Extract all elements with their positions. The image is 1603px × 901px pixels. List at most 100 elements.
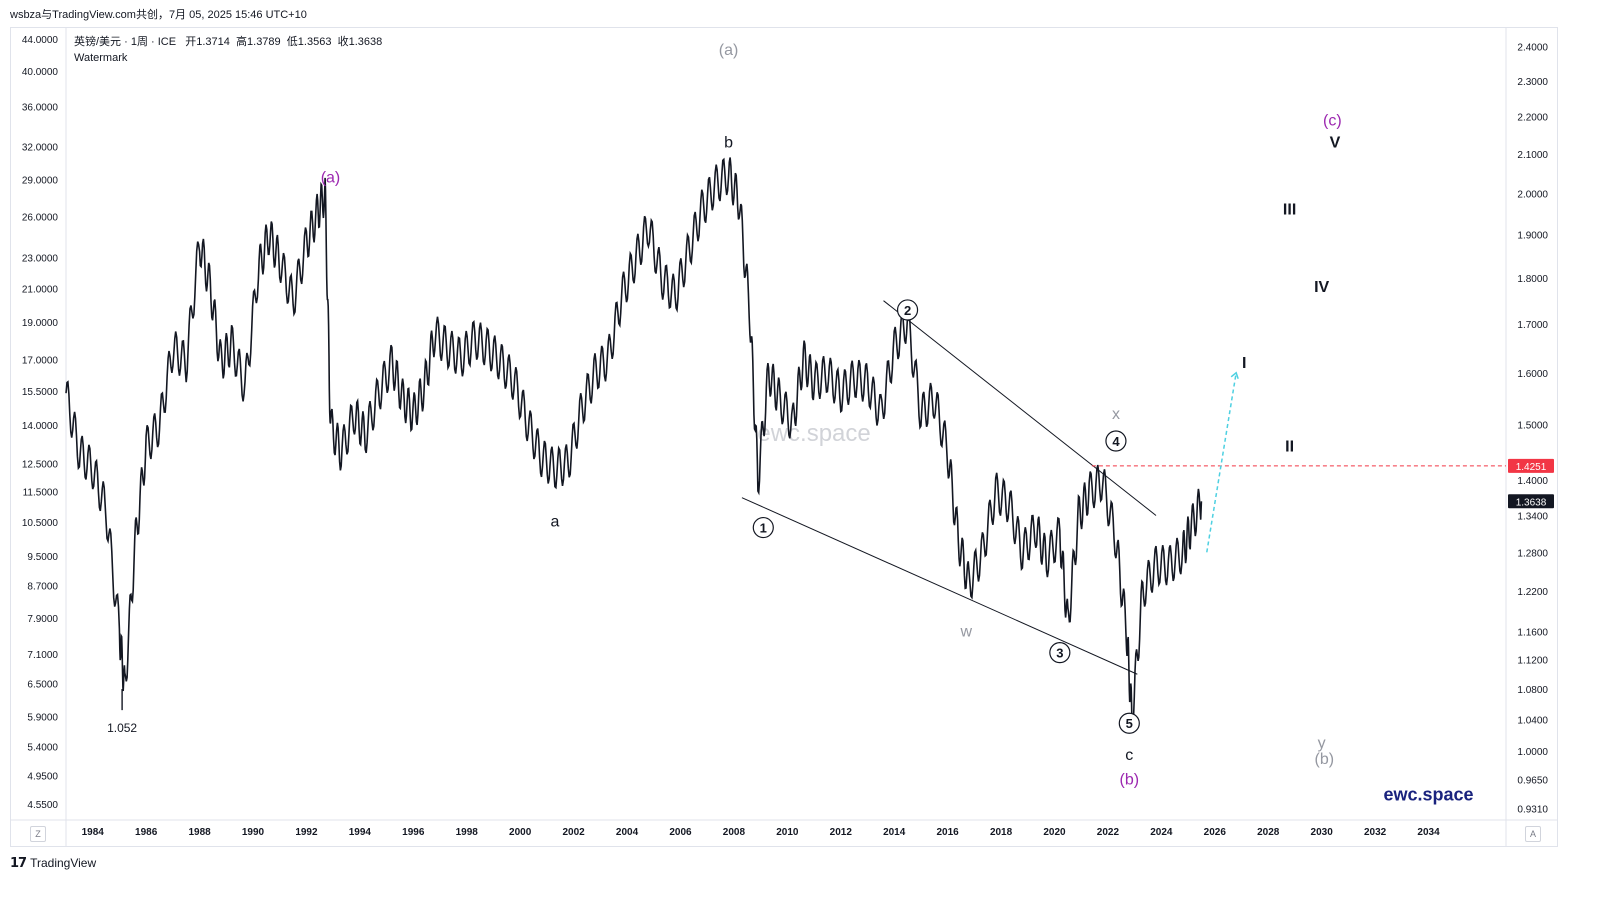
right-axis-tick-16: 1.0800 xyxy=(1517,685,1548,696)
wave-label-0[interactable]: (a) xyxy=(321,169,341,186)
left-price-axis[interactable]: 44.0000 40.0000 36.0000 32.0000 29.0000 26.00… xyxy=(22,35,59,811)
wave-circle-4 xyxy=(896,299,919,321)
left-axis-tick-2: 36.0000 xyxy=(22,103,59,114)
chart-header-title: wsbza与TradingView.com共创，7月 05, 2025 15:4… xyxy=(10,9,307,21)
left-axis-tick-20: 5.9000 xyxy=(27,712,58,723)
wave-circle-7 xyxy=(1105,430,1127,452)
time-axis-tick-1996: 1996 xyxy=(402,827,425,838)
watermarks: ewc.space ewc.space xyxy=(757,420,1473,805)
wave-label-5[interactable]: 1 xyxy=(760,521,767,536)
right-axis-tick-5: 1.9000 xyxy=(1517,231,1548,242)
right-price-axis[interactable]: 2.4000 2.3000 2.2000 2.1000 2.0000 1.9000 1.80… xyxy=(1517,43,1548,816)
log-scale-toggle-z[interactable]: Z xyxy=(30,826,46,842)
left-axis-tick-21: 5.4000 xyxy=(27,742,58,753)
last-price-badge-bg xyxy=(1508,494,1554,509)
time-axis-tick-2014: 2014 xyxy=(883,827,906,838)
wave-label-10[interactable]: 5 xyxy=(1126,716,1133,731)
projection-arrow[interactable] xyxy=(1206,372,1237,553)
time-axis[interactable]: 1984 1986 1988 1990 1992 1994 1996 1998 2000 2002… xyxy=(82,827,1440,838)
left-axis-tick-9: 17.0000 xyxy=(22,356,59,367)
time-axis-tick-2016: 2016 xyxy=(937,827,960,838)
wave-label-17[interactable]: I xyxy=(1242,355,1246,372)
time-axis-tick-1992: 1992 xyxy=(295,827,318,838)
wave-label-9[interactable]: 3 xyxy=(1056,646,1063,661)
left-axis-tick-11: 14.0000 xyxy=(22,421,59,432)
wave-label-15[interactable]: III xyxy=(1283,202,1296,219)
legend-open-value: 1.3714 xyxy=(196,36,230,48)
wave-label-6[interactable]: x xyxy=(1112,406,1120,423)
left-axis-tick-7: 21.0000 xyxy=(22,284,59,295)
time-axis-tick-2024: 2024 xyxy=(1150,827,1173,838)
symbol-legend[interactable]: 英镑/美元 · 1周 · ICE 开1.3714 高1.3789 低1.3563… xyxy=(74,33,382,64)
right-axis-tick-7: 1.7000 xyxy=(1517,320,1548,331)
time-axis-tick-2022: 2022 xyxy=(1097,827,1120,838)
watermark-text-1: ewc.space xyxy=(1383,785,1473,805)
right-axis-tick-4: 2.0000 xyxy=(1517,189,1548,200)
last-price-badge: 1.3638 xyxy=(1516,497,1547,508)
drawn-lines[interactable] xyxy=(741,300,1506,675)
legend-low-label: 低 xyxy=(286,36,298,48)
legend-symbol: 英镑/美元 · 1周 · ICE xyxy=(74,36,177,48)
right-axis-tick-1: 2.3000 xyxy=(1517,77,1548,88)
time-axis-tick-2020: 2020 xyxy=(1043,827,1066,838)
auto-scale-toggle-a[interactable]: A xyxy=(1525,826,1541,842)
wave-label-16[interactable]: IV xyxy=(1314,279,1329,296)
left-axis-tick-4: 29.0000 xyxy=(22,176,59,187)
watermark-text-0: ewc.space xyxy=(757,420,870,447)
wave-label-2[interactable]: b xyxy=(724,135,733,152)
time-axis-tick-1984: 1984 xyxy=(82,827,105,838)
time-axis-tick-2018: 2018 xyxy=(990,827,1013,838)
left-axis-tick-22: 4.9500 xyxy=(27,772,58,783)
left-axis-tick-19: 6.5000 xyxy=(27,680,58,691)
wave-label-19[interactable]: y xyxy=(1318,735,1326,752)
right-axis-tick-11: 1.3400 xyxy=(1517,511,1548,522)
left-axis-tick-0: 44.0000 xyxy=(22,35,59,46)
wave-label-7[interactable]: 4 xyxy=(1112,434,1120,449)
projection-arrowhead-icon xyxy=(1230,371,1239,380)
legend-open-label: 开 xyxy=(185,36,197,48)
trendline-lower-channel[interactable] xyxy=(741,497,1138,675)
wave-label-13[interactable]: (c) xyxy=(1323,112,1342,129)
right-axis-tick-2: 2.2000 xyxy=(1517,113,1548,124)
legend-high-label: 高 xyxy=(236,36,248,48)
time-axis-tick-2030: 2030 xyxy=(1311,827,1334,838)
left-axis-tick-6: 23.0000 xyxy=(22,254,59,265)
wave-label-1[interactable]: (a) xyxy=(719,42,739,59)
right-axis-tick-6: 1.8000 xyxy=(1517,274,1548,285)
trendline-upper-channel[interactable] xyxy=(883,300,1157,516)
wave-label-18[interactable]: II xyxy=(1285,438,1294,455)
legend-ohlc-row: 英镑/美元 · 1周 · ICE 开1.3714 高1.3789 低1.3563… xyxy=(74,33,382,49)
dashed-level-badge-bg xyxy=(1508,458,1554,473)
left-axis-tick-13: 11.5000 xyxy=(23,487,59,498)
time-axis-tick-2032: 2032 xyxy=(1364,827,1387,838)
legend-high-value: 1.3789 xyxy=(247,36,281,48)
wave-label-3[interactable]: a xyxy=(550,513,559,530)
right-axis-tick-19: 0.9650 xyxy=(1517,776,1548,787)
chart-frame xyxy=(10,27,1558,847)
time-axis-tick-2010: 2010 xyxy=(776,827,799,838)
wave-circle-10 xyxy=(1118,712,1140,734)
left-axis-tick-12: 12.5000 xyxy=(22,459,59,470)
low-mark-label: 1.052 xyxy=(107,721,137,735)
wave-label-20[interactable]: (b) xyxy=(1315,751,1335,768)
time-axis-tick-2028: 2028 xyxy=(1257,827,1280,838)
wave-label-8[interactable]: w xyxy=(960,624,973,641)
dashed-level-badge: 1.4251 xyxy=(1516,462,1547,473)
right-axis-tick-18: 1.0000 xyxy=(1517,747,1548,758)
time-axis-tick-1994: 1994 xyxy=(349,827,372,838)
right-axis-tick-20: 0.9310 xyxy=(1517,804,1548,815)
wave-label-4[interactable]: 2 xyxy=(904,303,911,318)
wave-label-12[interactable]: (b) xyxy=(1120,772,1140,789)
legend-watermark-indicator[interactable]: Watermark xyxy=(74,52,128,64)
wave-label-14[interactable]: V xyxy=(1330,135,1341,152)
right-axis-tick-3: 2.1000 xyxy=(1517,150,1548,161)
time-axis-tick-2034: 2034 xyxy=(1417,827,1440,838)
tradingview-logo-icon: 𝟭𝟳 xyxy=(10,855,27,870)
footer-brand[interactable]: 𝟭𝟳 TradingView xyxy=(10,855,96,871)
time-axis-tick-2026: 2026 xyxy=(1204,827,1227,838)
wave-label-11[interactable]: c xyxy=(1125,747,1133,764)
left-axis-tick-17: 7.9000 xyxy=(27,614,58,625)
right-axis-tick-0: 2.4000 xyxy=(1517,43,1548,54)
